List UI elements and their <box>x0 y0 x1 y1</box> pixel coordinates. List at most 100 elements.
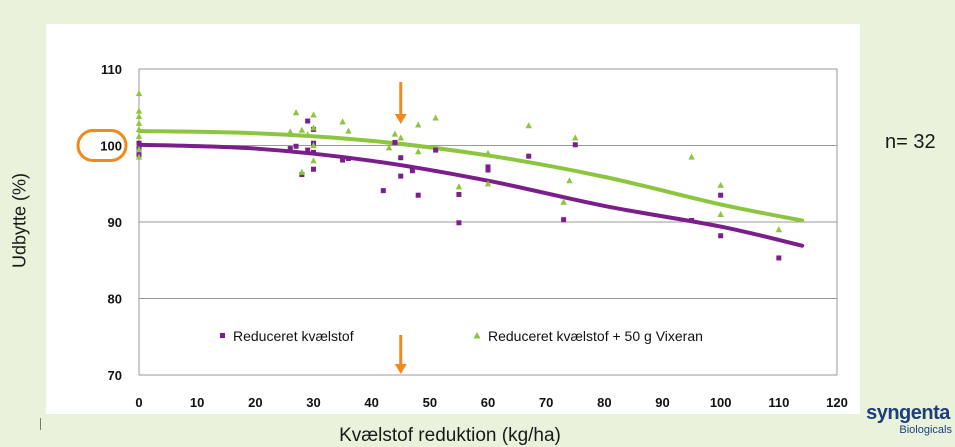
slide-marker <box>40 418 41 430</box>
annotation-layer <box>76 82 407 374</box>
point-series-1-23 <box>485 164 491 170</box>
point-series-1-15 <box>392 139 398 145</box>
point-series-2-5 <box>135 132 143 139</box>
point-series-2-24 <box>432 114 439 121</box>
fit-line-series-1 <box>137 142 805 248</box>
point-series-2-35 <box>775 226 783 233</box>
point-series-1-29 <box>718 192 724 198</box>
point-series-1-7 <box>305 147 311 153</box>
point-series-1-16 <box>398 155 404 161</box>
x-tick-label-120: 120 <box>826 395 848 410</box>
point-series-2-3 <box>135 119 143 126</box>
point-series-2-21 <box>397 134 404 141</box>
y-tick-label-90: 90 <box>108 215 122 230</box>
point-series-1-3 <box>287 146 293 152</box>
point-series-2-4 <box>135 125 143 133</box>
point-series-2-23 <box>415 148 422 155</box>
point-series-1-0 <box>136 140 142 146</box>
point-series-2-0 <box>135 89 143 97</box>
point-series-2-29 <box>560 198 567 205</box>
point-series-1-4 <box>293 143 299 149</box>
arrow-top <box>394 82 407 124</box>
y-axis-label: Udbytte (%) <box>9 172 30 269</box>
x-tick-label-10: 10 <box>190 395 204 410</box>
point-series-1-12 <box>340 157 346 163</box>
point-series-2-33 <box>717 181 724 188</box>
logo-wordmark: syngenta <box>866 402 950 424</box>
point-series-2-1 <box>135 107 143 114</box>
x-tick-label-90: 90 <box>655 395 669 410</box>
x-tick-label-30: 30 <box>306 395 320 410</box>
point-series-1-6 <box>305 118 311 124</box>
arrow-bottom-head <box>394 364 407 374</box>
x-tick-label-110: 110 <box>768 395 789 410</box>
point-series-1-18 <box>409 168 415 174</box>
point-layer <box>135 89 783 261</box>
point-series-1-27 <box>572 142 578 148</box>
x-tick-label-40: 40 <box>364 395 378 410</box>
x-tick-label-20: 20 <box>248 395 262 410</box>
axis-layer: 70 80 90 100 110 0 10 20 30 40 50 60 70 80 90 100 110 120 <box>100 62 848 410</box>
point-series-2-31 <box>572 134 579 141</box>
x-tick-label-70: 70 <box>539 395 553 410</box>
y-tick-label-80: 80 <box>108 292 122 307</box>
legend-layer: Reduceret kvælstof Reduceret kvælstof + 5… <box>220 328 703 344</box>
point-series-1-20 <box>433 147 439 153</box>
point-series-2-12 <box>304 131 311 138</box>
sample-size-label: n= 32 <box>885 131 936 153</box>
arrow-bottom <box>394 335 407 374</box>
x-tick-label-50: 50 <box>423 395 437 410</box>
point-series-1-14 <box>380 188 386 194</box>
point-series-2-2 <box>135 112 143 120</box>
legend-marker-series-2 <box>473 332 481 339</box>
point-series-1-21 <box>456 191 462 197</box>
point-series-1-24 <box>485 167 491 173</box>
point-series-1-28 <box>689 217 695 223</box>
y-tick-label-110: 110 <box>101 62 122 77</box>
y-tick-label-70: 70 <box>108 368 122 383</box>
point-series-2-17 <box>339 118 346 125</box>
legend-marker-series-1 <box>220 333 225 338</box>
point-series-2-18 <box>345 127 352 134</box>
point-series-2-10 <box>298 168 306 175</box>
point-series-1-25 <box>526 153 532 159</box>
point-series-2-11 <box>298 126 306 133</box>
point-series-2-13 <box>310 111 317 118</box>
logo-subtitle: Biologicals <box>899 424 952 436</box>
point-series-1-10 <box>311 149 316 155</box>
point-series-2-15 <box>310 142 317 149</box>
point-series-2-34 <box>717 210 724 217</box>
point-series-1-22 <box>456 220 462 226</box>
point-series-1-13 <box>345 156 351 162</box>
plot-panel <box>46 24 860 414</box>
point-series-2-6 <box>135 145 143 152</box>
grid-layer <box>138 68 838 376</box>
point-series-1-19 <box>415 192 421 198</box>
fit-layer <box>137 128 805 248</box>
point-series-2-16 <box>310 157 317 164</box>
point-series-2-7 <box>135 153 143 160</box>
point-series-2-27 <box>484 180 492 187</box>
x-tick-label-80: 80 <box>597 395 611 410</box>
point-series-2-25 <box>455 183 463 190</box>
point-series-1-11 <box>311 166 316 172</box>
x-axis-label: Kvælstof reduktion (kg/ha) <box>339 425 561 446</box>
highlight-oval <box>76 129 128 162</box>
point-series-1-31 <box>776 255 782 261</box>
arrow-top-head <box>394 114 407 124</box>
legend-label-series-2: Reduceret kvælstof + 50 g Vixeran <box>488 328 703 344</box>
point-series-2-14 <box>310 124 317 131</box>
point-series-2-32 <box>688 153 695 160</box>
x-tick-label-0: 0 <box>135 395 142 410</box>
point-series-1-30 <box>718 233 724 239</box>
point-series-1-17 <box>398 173 404 179</box>
point-series-2-26 <box>484 149 492 156</box>
y-tick-label-100: 100 <box>100 139 122 154</box>
point-series-2-8 <box>287 128 294 135</box>
x-tick-label-60: 60 <box>481 395 495 410</box>
point-series-2-30 <box>566 177 573 184</box>
x-tick-label-100: 100 <box>710 395 732 410</box>
point-series-2-28 <box>525 122 532 129</box>
